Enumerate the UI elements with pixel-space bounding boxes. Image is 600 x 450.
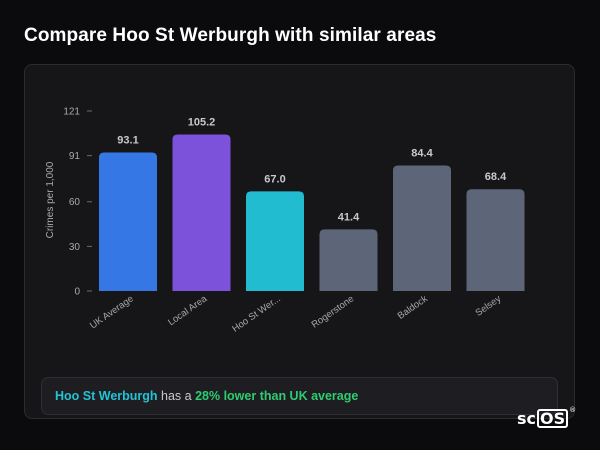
page-title: Compare Hoo St Werburgh with similar are… xyxy=(24,25,437,46)
x-category-label: Selsey xyxy=(474,293,504,319)
y-tick-label: 121 xyxy=(63,107,80,118)
bar-value-label: 67.0 xyxy=(264,173,285,185)
y-tick-label: 30 xyxy=(69,242,81,253)
registered-mark-icon: ® xyxy=(569,406,577,414)
bar-value-label: 41.4 xyxy=(338,211,360,223)
x-category-label: Hoo St Wer... xyxy=(230,293,282,334)
x-category-label: Rogerstone xyxy=(310,293,357,330)
brand-logo: sc OS ® xyxy=(517,406,577,429)
bar-value-label: 84.4 xyxy=(411,147,433,159)
bar-value-label: 93.1 xyxy=(117,135,138,147)
y-axis: 0 30 60 91 121 xyxy=(63,107,92,298)
bar-value-label: 105.2 xyxy=(188,117,216,129)
y-axis-title: Crimes per 1,000 xyxy=(45,161,56,238)
bar[interactable] xyxy=(319,229,378,291)
bar[interactable] xyxy=(466,189,525,291)
bars: 93.1 105.2 67.0 41.4 84.4 68.4 xyxy=(99,117,525,291)
bar-value-label: 68.4 xyxy=(485,171,507,183)
bar[interactable] xyxy=(393,165,451,291)
logo-boxed-text: OS xyxy=(537,408,569,428)
x-category-label: Local Area xyxy=(166,293,210,328)
bar[interactable] xyxy=(172,134,231,291)
logo-prefix: sc xyxy=(517,408,537,428)
bar[interactable] xyxy=(99,152,157,291)
y-tick-label: 91 xyxy=(69,151,81,162)
bar[interactable] xyxy=(246,191,304,291)
summary-connector: has a xyxy=(157,389,196,403)
summary-box: Hoo St Werburgh has a 28% lower than UK … xyxy=(41,377,558,415)
y-tick-label: 60 xyxy=(69,197,81,208)
x-category-label: Baldock xyxy=(396,293,430,322)
x-axis: UK Average Local Area Hoo St Wer... Rogerst… xyxy=(88,293,503,335)
summary-area-name: Hoo St Werburgh xyxy=(55,389,158,403)
summary-difference: 28% lower than UK average xyxy=(195,389,359,403)
x-category-label: UK Average xyxy=(88,293,136,331)
y-tick-label: 0 xyxy=(74,287,80,298)
